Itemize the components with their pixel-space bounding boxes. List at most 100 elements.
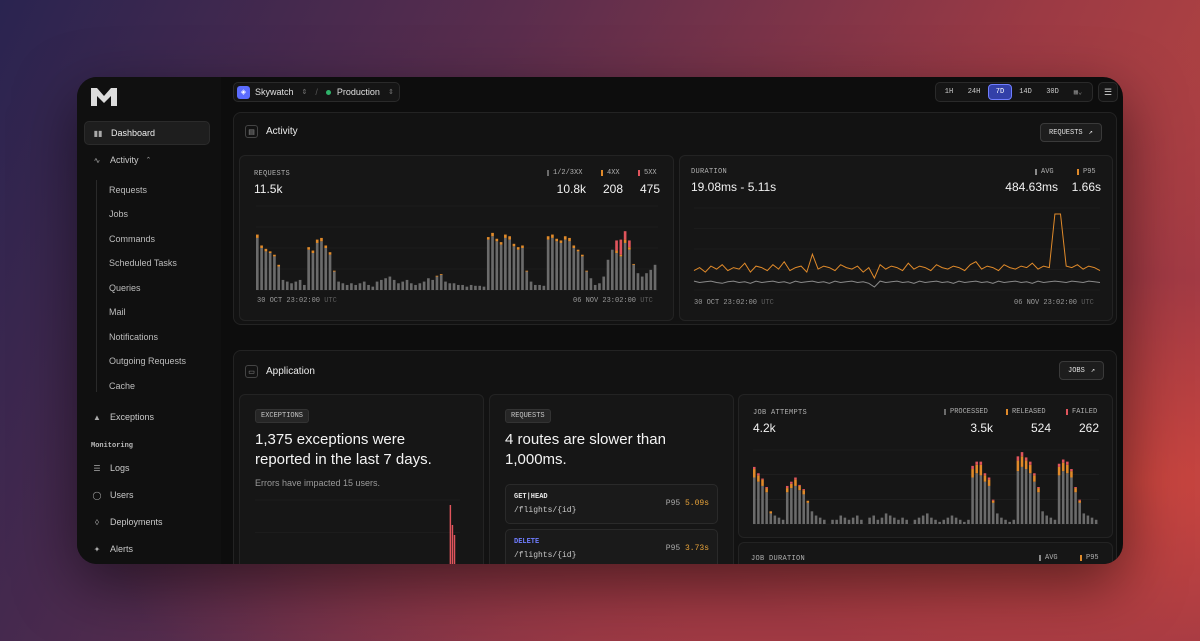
bar-1-2-3xx <box>632 264 635 290</box>
bar-1-2-3xx <box>388 276 392 290</box>
bar-1-2-3xx <box>345 284 349 290</box>
bar-processed <box>798 490 801 524</box>
sidebar-item-label: Alerts <box>110 544 134 554</box>
bar-1-2-3xx <box>431 279 434 290</box>
sidebar-item-dashboard[interactable]: ▮▮ Dashboard <box>84 121 210 145</box>
bar-released <box>1066 464 1069 474</box>
subnav-line <box>96 180 97 392</box>
bar-1-2-3xx <box>542 285 546 290</box>
sidebar-subitem-jobs[interactable]: Jobs <box>109 209 129 219</box>
menu-icon[interactable]: ☰ <box>1098 82 1118 102</box>
bar-4xx <box>311 250 315 254</box>
bar-released <box>806 500 810 503</box>
bar-processed <box>753 477 756 524</box>
requests-link-button[interactable]: REQUESTS ↗ <box>1040 123 1102 142</box>
bar-1-2-3xx <box>392 279 396 290</box>
bar-1-2-3xx <box>486 239 490 290</box>
sidebar-item-users[interactable]: ◯ Users <box>84 483 210 507</box>
sidebar-item-exceptions[interactable]: ▲ Exceptions <box>84 405 210 429</box>
bar-released <box>1016 460 1020 472</box>
sidebar-item-deployments[interactable]: ◊ Deployments <box>84 510 210 534</box>
bar-1-2-3xx <box>273 256 276 290</box>
user-icon: ◯ <box>92 490 102 500</box>
exceptions-tag: EXCEPTIONS <box>255 409 310 423</box>
bar-failed <box>1066 461 1069 465</box>
activity-panel: ▤ Activity REQUESTS ↗ REQUESTS 11.5k 1/2… <box>233 112 1117 325</box>
route-item[interactable]: DELETE /flights/{id} P95 3.73s <box>505 529 718 564</box>
sidebar-subitem-commands[interactable]: Commands <box>109 234 156 244</box>
range-1h[interactable]: 1H <box>944 88 954 96</box>
app-logo-icon[interactable] <box>91 88 117 106</box>
bar-4xx <box>516 247 520 250</box>
bar-processed <box>926 513 929 524</box>
bar-processed <box>897 519 900 524</box>
bar-processed <box>1028 473 1032 524</box>
range-30d[interactable]: 30D <box>1046 88 1059 96</box>
bar-processed <box>967 519 970 524</box>
sidebar-item-alerts[interactable]: ✦ Alerts <box>84 537 210 561</box>
sidebar-subitem-scheduled-tasks[interactable]: Scheduled Tasks <box>109 258 177 268</box>
bar-released <box>769 511 773 514</box>
bar-processed <box>818 517 822 524</box>
activity-title: ▤ Activity <box>245 125 298 138</box>
bar-failed <box>971 465 974 470</box>
bar-released <box>757 475 760 482</box>
sidebar-subitem-queries[interactable]: Queries <box>109 283 141 293</box>
bar-processed <box>950 515 954 524</box>
bar-processed <box>987 485 991 524</box>
sidebar-item-logs[interactable]: ☰ Logs <box>84 456 210 480</box>
bar-released <box>1057 466 1061 476</box>
bar-1-2-3xx <box>512 246 516 290</box>
route-path: /flights/{id} <box>514 551 577 560</box>
button-label: REQUESTS <box>1049 128 1083 137</box>
bar-5xx <box>619 239 623 255</box>
bar-1-2-3xx <box>555 241 559 290</box>
sidebar-item-activity[interactable]: ∿ Activity ⌃ <box>84 148 210 172</box>
project-icon: ◈ <box>237 85 250 99</box>
calendar-icon[interactable]: ▦⌄ <box>1073 88 1083 97</box>
bar-processed <box>938 521 941 524</box>
bar-4xx <box>581 254 584 257</box>
bar-4xx <box>563 236 567 240</box>
bar-1-2-3xx <box>482 286 486 290</box>
bar-1-2-3xx <box>315 242 319 290</box>
bar-1-2-3xx <box>320 241 323 290</box>
jobs-link-button[interactable]: JOBS ↗ <box>1059 361 1105 380</box>
bar-1-2-3xx <box>350 283 353 290</box>
bar-processed <box>1066 473 1069 524</box>
legend-label: PROCESSED <box>950 408 988 416</box>
bar-released <box>1024 460 1028 470</box>
env-status-dot <box>325 89 331 95</box>
bar-1-2-3xx <box>469 284 473 290</box>
bar-1-2-3xx <box>422 281 426 290</box>
route-metric: P95 3.73s <box>666 544 709 553</box>
range-7d[interactable]: 7D <box>988 84 1012 100</box>
sidebar-subitem-requests[interactable]: Requests <box>109 185 148 195</box>
bar-released <box>798 485 801 491</box>
sidebar-subitem-cache[interactable]: Cache <box>109 381 136 391</box>
legend-5xx: 5XX <box>638 169 657 177</box>
project-switcher[interactable]: ◈ Skywatch ⇕ / Production ⇕ <box>233 82 400 102</box>
route-item[interactable]: GET|HEAD /flights/{id} P95 5.09s <box>505 484 718 524</box>
bar-4xx <box>268 251 272 254</box>
bar-failed <box>802 489 805 491</box>
bar-1-2-3xx <box>367 284 370 290</box>
legend-processed: PROCESSED <box>944 408 988 416</box>
sidebar-subitem-notifications[interactable]: Notifications <box>109 332 159 342</box>
bar-processed <box>757 481 760 524</box>
bar-processed <box>806 502 810 524</box>
bar-1-2-3xx <box>384 278 387 290</box>
requests-card: REQUESTS 11.5k 1/2/3XX 4XX 5XX 10.8k 208… <box>239 155 674 321</box>
sidebar-subitem-mail[interactable]: Mail <box>109 307 126 317</box>
bar-1-2-3xx <box>533 284 537 290</box>
bar-released <box>1033 475 1036 482</box>
range-14d[interactable]: 14D <box>1019 88 1032 96</box>
project-name: Skywatch <box>255 87 294 97</box>
sidebar-subitem-outgoing-requests[interactable]: Outgoing Requests <box>109 356 187 366</box>
axis-tz: UTC <box>324 297 337 305</box>
slow-requests-card: REQUESTS 4 routes are slower than 1,000m… <box>489 394 734 564</box>
bar-1-2-3xx <box>290 283 293 290</box>
bar-processed <box>851 517 855 524</box>
value-released: 524 <box>1030 421 1051 435</box>
range-24h[interactable]: 24H <box>967 88 981 96</box>
